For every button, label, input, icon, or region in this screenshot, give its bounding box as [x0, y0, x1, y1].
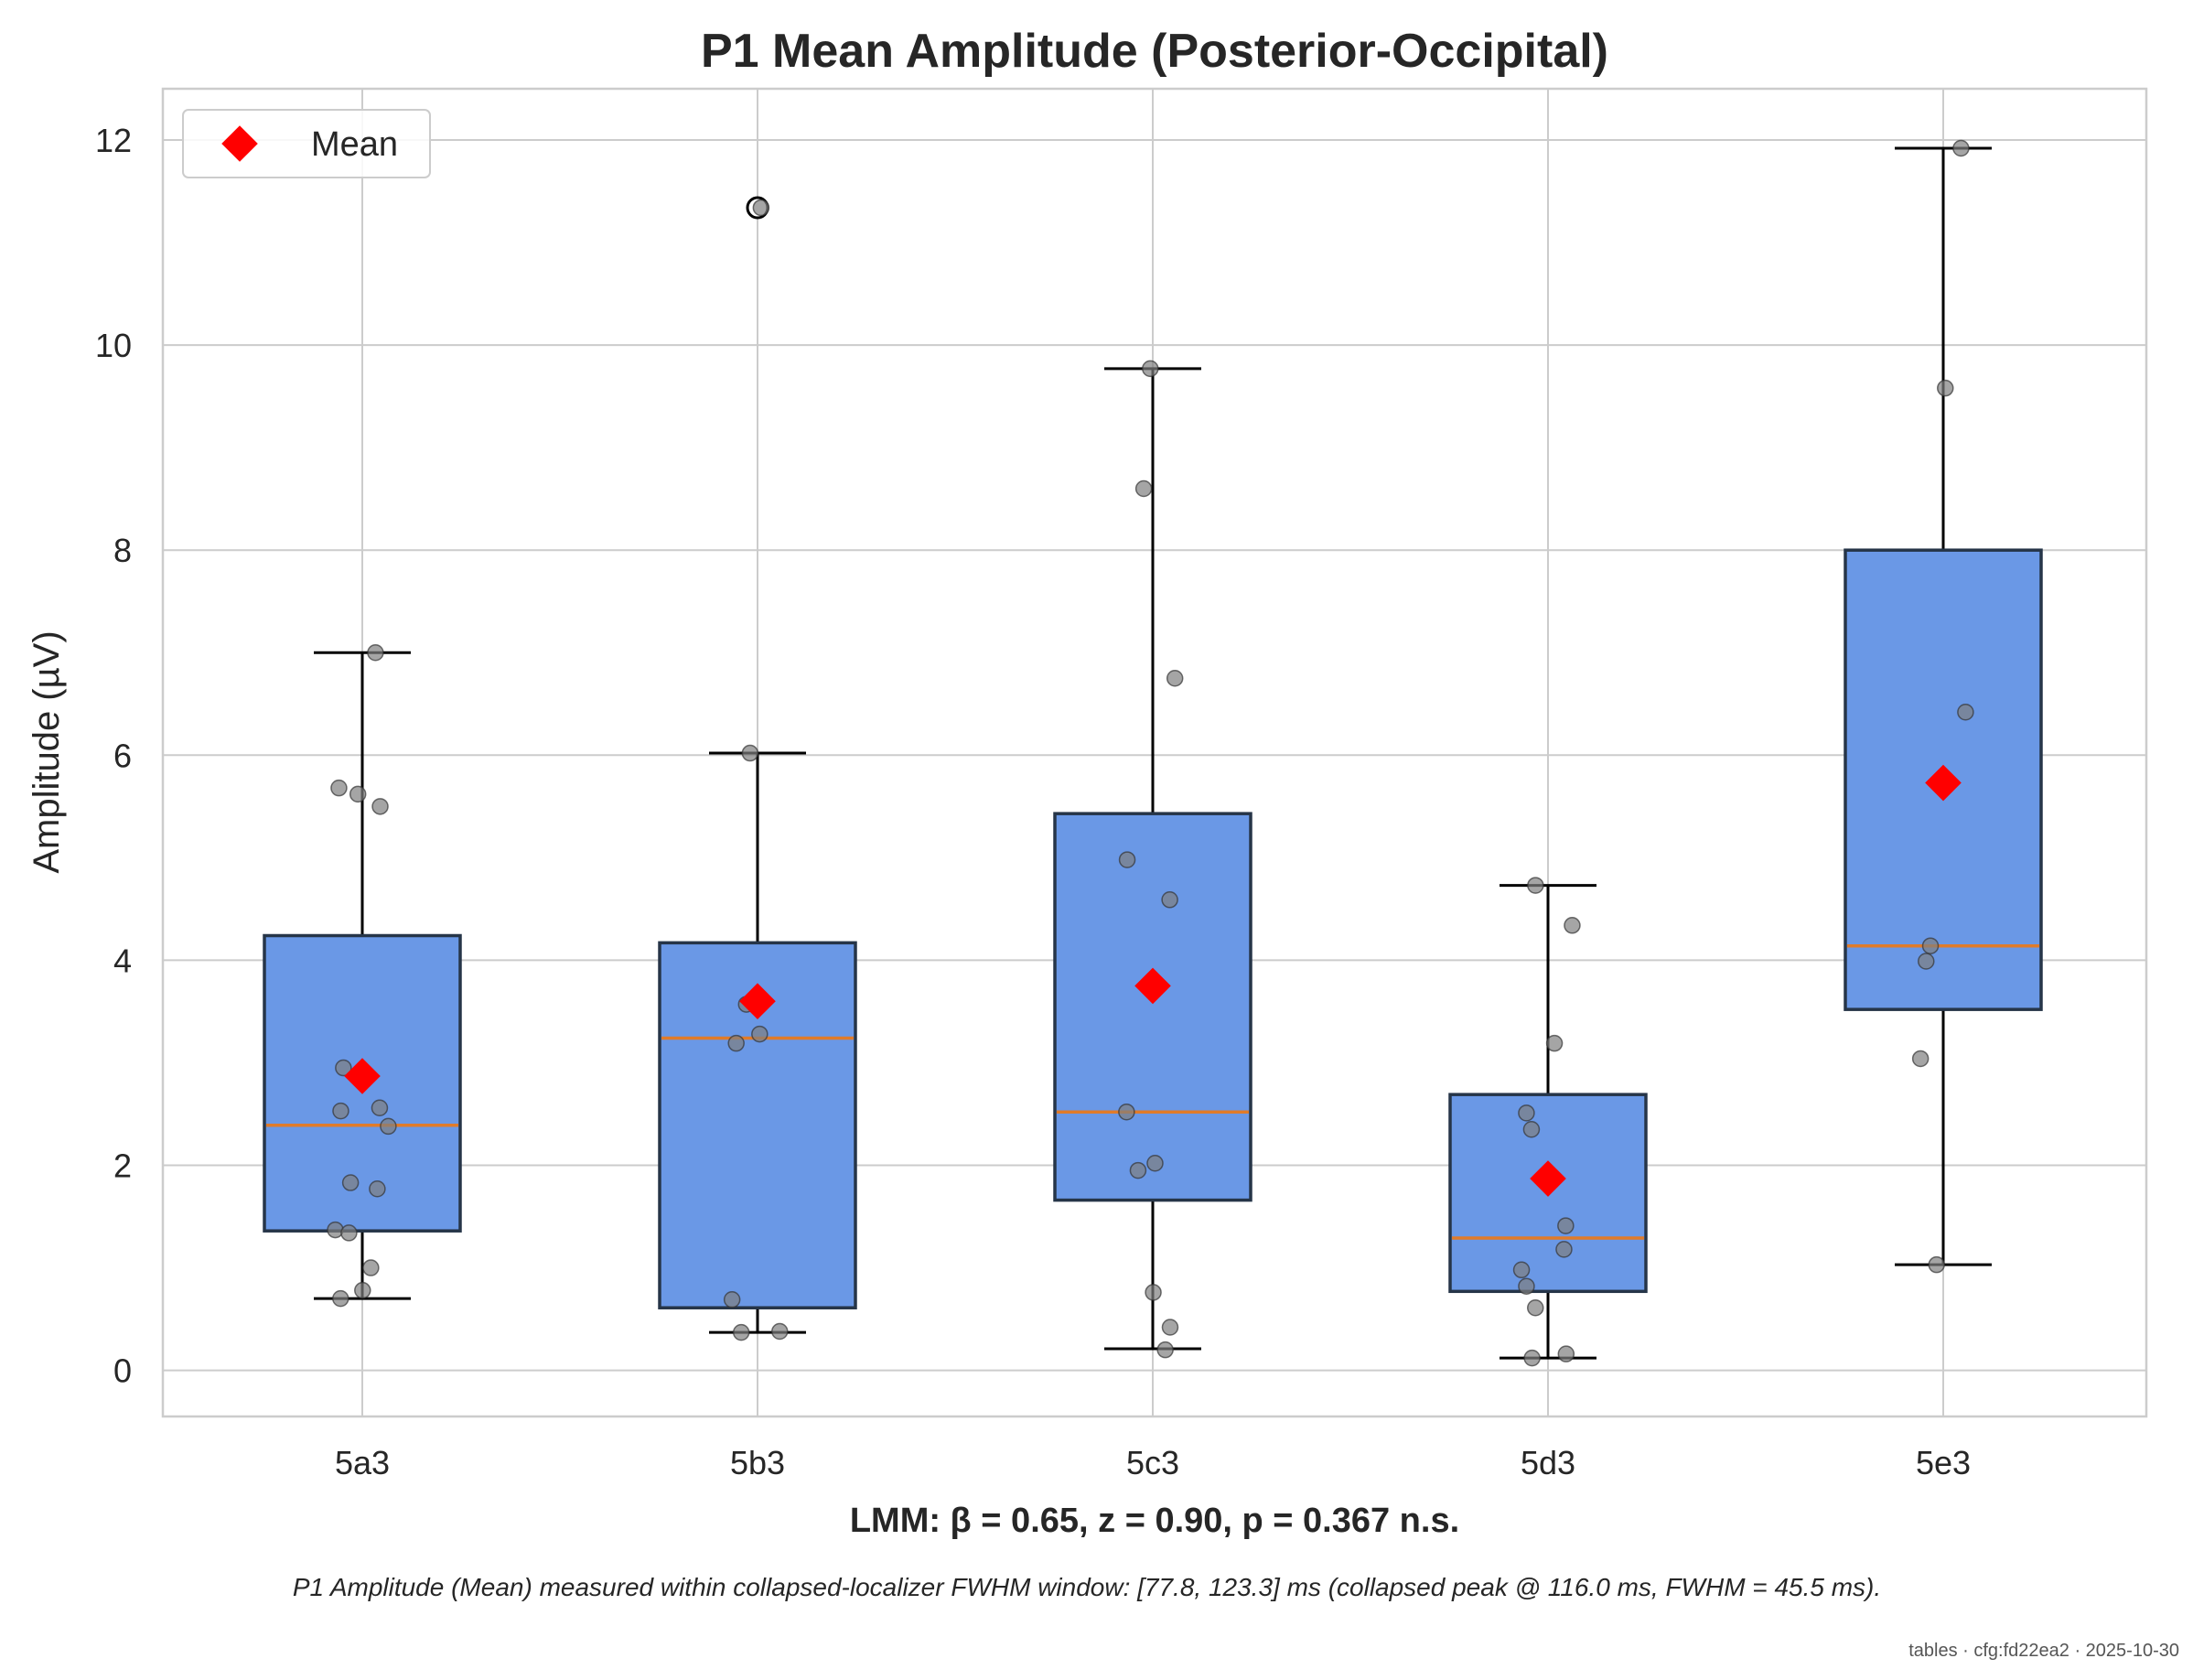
data-point — [332, 1102, 349, 1120]
point-layer — [327, 139, 1974, 1367]
data-point — [771, 1322, 789, 1341]
x-tick-label: 5b3 — [730, 1444, 785, 1481]
x-tick-label: 5e3 — [1916, 1444, 1971, 1481]
data-point — [723, 1291, 741, 1308]
data-point — [1129, 1161, 1147, 1179]
data-point — [1142, 360, 1159, 378]
data-point — [1145, 1284, 1162, 1301]
mean-marker — [1925, 764, 1962, 802]
data-point — [1937, 379, 1954, 397]
data-point — [330, 779, 348, 797]
data-point — [1156, 1341, 1174, 1359]
data-point — [741, 744, 759, 762]
data-point — [1146, 1154, 1164, 1172]
data-point — [340, 1224, 358, 1242]
data-point — [327, 1221, 344, 1239]
data-point — [1918, 953, 1935, 970]
data-point — [369, 1180, 386, 1198]
data-point — [1545, 1034, 1564, 1052]
data-point — [751, 1025, 769, 1043]
data-point — [1557, 1217, 1575, 1234]
data-point — [1921, 937, 1940, 954]
data-point — [1911, 1050, 1930, 1068]
data-point — [349, 785, 367, 803]
plot-frame — [161, 87, 2148, 1418]
legend-box — [182, 109, 431, 178]
data-point — [1522, 1121, 1541, 1138]
legend-label: Mean — [311, 125, 398, 164]
data-point — [1118, 1103, 1135, 1121]
x-tick-label: 5a3 — [335, 1444, 390, 1481]
data-point — [1118, 851, 1136, 868]
data-point — [371, 798, 389, 815]
data-point — [752, 199, 770, 217]
data-point — [1523, 1349, 1541, 1367]
data-point — [1952, 139, 1970, 157]
y-tick-label: 8 — [113, 532, 132, 569]
data-point — [332, 1289, 349, 1308]
data-point — [1166, 670, 1184, 687]
data-point — [371, 1099, 389, 1116]
x-tick-label: 5d3 — [1521, 1444, 1575, 1481]
y-tick-label: 6 — [113, 737, 132, 774]
data-point — [1957, 703, 1974, 721]
box-layer — [263, 146, 2043, 1360]
data-point — [1161, 1319, 1179, 1336]
data-point — [1526, 1298, 1544, 1317]
y-tick-label: 4 — [113, 942, 132, 979]
data-point — [1555, 1241, 1573, 1258]
data-point — [367, 644, 384, 662]
tick-layer: 0 2 4 6 8 10 12 5a3 5b3 5c3 5d3 5e3 — [95, 122, 1971, 1481]
mean-marker — [1134, 967, 1171, 1005]
box-5c3 — [1053, 812, 1252, 1202]
data-point — [341, 1174, 360, 1191]
data-point — [727, 1034, 745, 1052]
data-point — [380, 1117, 397, 1136]
legend: Mean — [182, 109, 431, 178]
data-point — [1161, 891, 1178, 909]
data-point — [1518, 1104, 1535, 1122]
data-point — [1557, 1345, 1575, 1362]
y-tick-label: 0 — [113, 1352, 132, 1390]
y-tick-label: 10 — [95, 327, 132, 364]
x-tick-label: 5c3 — [1126, 1444, 1179, 1481]
footer-stamp: tables · cfg:fd22ea2 · 2025-10-30 — [1908, 1641, 2179, 1661]
y-tick-label: 12 — [95, 122, 132, 159]
data-point — [732, 1323, 750, 1341]
data-point — [1518, 1277, 1535, 1295]
data-point — [1512, 1261, 1531, 1279]
y-axis-label: Amplitude (µV) — [27, 630, 67, 873]
data-point — [354, 1281, 371, 1299]
data-point — [1527, 877, 1544, 894]
data-point — [362, 1259, 380, 1276]
data-point — [1928, 1255, 1945, 1274]
y-tick-label: 2 — [113, 1147, 132, 1184]
legend-mean-marker — [221, 125, 258, 162]
data-point — [1564, 917, 1581, 934]
chart-title: P1 Mean Amplitude (Posterior-Occipital) — [701, 25, 1608, 78]
figure-caption: P1 Amplitude (Mean) measured within coll… — [293, 1573, 1881, 1601]
mean-marker — [1530, 1160, 1566, 1197]
data-point — [1134, 479, 1153, 498]
data-point — [335, 1059, 352, 1077]
stats-annotation: LMM: β = 0.65, z = 0.90, p = 0.367 n.s. — [850, 1502, 1459, 1540]
mean-marker — [739, 983, 776, 1020]
